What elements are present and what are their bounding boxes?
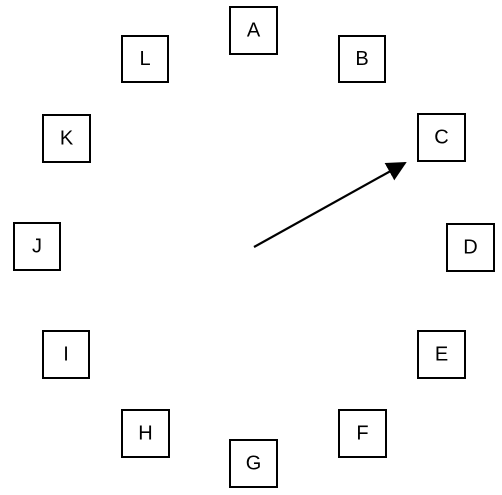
node-j: J (13, 222, 61, 271)
node-c-label: C (434, 127, 448, 149)
node-b-label: B (355, 48, 368, 70)
node-b: B (338, 35, 386, 83)
node-d-label: D (463, 237, 477, 259)
pointer-arrow (253, 162, 407, 248)
node-j-label: J (32, 236, 42, 258)
node-k-label: K (60, 128, 74, 150)
node-f-label: F (356, 423, 368, 445)
node-g: G (229, 439, 278, 488)
node-i-label: I (63, 344, 69, 366)
node-l-label: L (139, 48, 150, 70)
node-h: H (121, 409, 170, 458)
node-e-label: E (435, 344, 448, 366)
node-k: K (42, 114, 91, 163)
node-e: E (417, 330, 466, 379)
node-a-label: A (247, 20, 261, 42)
node-a: A (229, 6, 278, 55)
node-h-label: H (138, 423, 152, 445)
node-d: D (446, 223, 495, 272)
node-f: F (338, 409, 387, 458)
node-l: L (121, 35, 169, 83)
node-g-label: G (246, 453, 262, 475)
node-i: I (42, 330, 90, 379)
node-c: C (417, 113, 466, 162)
